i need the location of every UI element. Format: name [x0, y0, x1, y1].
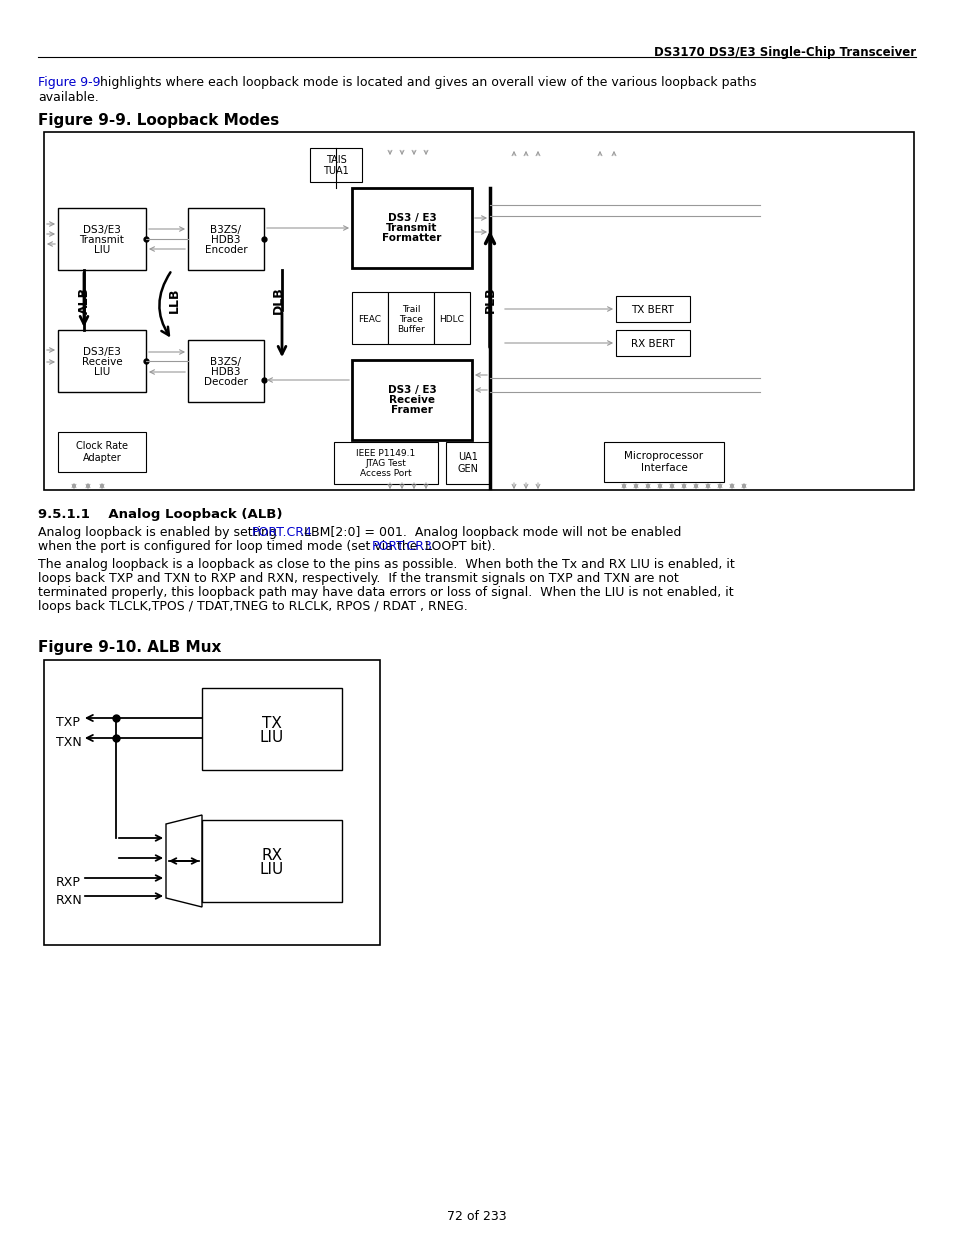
- Text: Transmit: Transmit: [386, 224, 437, 233]
- Text: B3ZS/: B3ZS/: [211, 225, 241, 235]
- Text: Adapter: Adapter: [83, 453, 121, 463]
- Text: Decoder: Decoder: [204, 377, 248, 387]
- Text: HDLC: HDLC: [439, 315, 464, 324]
- Text: available.: available.: [38, 91, 99, 104]
- Text: Clock Rate: Clock Rate: [76, 441, 128, 451]
- Bar: [352, 359, 472, 440]
- Bar: [388, 291, 434, 345]
- Bar: [188, 340, 264, 403]
- Text: Trail: Trail: [401, 305, 420, 314]
- Text: HDB3: HDB3: [211, 235, 240, 245]
- Text: Figure 9-9. Loopback Modes: Figure 9-9. Loopback Modes: [38, 112, 279, 128]
- Bar: [616, 296, 689, 322]
- Bar: [188, 207, 264, 270]
- Text: loops back TXP and TXN to RXP and RXN, respectively.  If the transmit signals on: loops back TXP and TXN to RXP and RXN, r…: [38, 572, 678, 585]
- Text: .LOOPT bit).: .LOOPT bit).: [420, 540, 496, 553]
- Text: HDB3: HDB3: [211, 367, 240, 377]
- Text: .LBM[2:0] = 001.  Analog loopback mode will not be enabled: .LBM[2:0] = 001. Analog loopback mode wi…: [299, 526, 680, 538]
- Text: RX BERT: RX BERT: [631, 338, 674, 350]
- Bar: [334, 442, 437, 484]
- Text: highlights where each loopback mode is located and gives an overall view of the : highlights where each loopback mode is l…: [96, 77, 756, 89]
- Text: 72 of 233: 72 of 233: [447, 1210, 506, 1223]
- Text: Formatter: Formatter: [382, 233, 441, 243]
- Text: Receive: Receive: [82, 357, 122, 367]
- Bar: [44, 132, 913, 490]
- Bar: [616, 330, 689, 356]
- Text: Interface: Interface: [640, 463, 687, 473]
- Text: RX: RX: [261, 847, 282, 862]
- Bar: [202, 688, 341, 769]
- Text: DS3/E3: DS3/E3: [83, 347, 121, 357]
- Text: IEEE P1149.1: IEEE P1149.1: [356, 450, 416, 458]
- Text: when the port is configured for loop timed mode (set via the: when the port is configured for loop tim…: [38, 540, 421, 553]
- Text: Transmit: Transmit: [79, 235, 124, 245]
- Bar: [352, 291, 388, 345]
- Text: DLB: DLB: [272, 287, 284, 314]
- Bar: [352, 188, 472, 268]
- Text: Trace: Trace: [398, 315, 422, 324]
- Text: UA1: UA1: [457, 452, 477, 462]
- Text: LIU: LIU: [259, 730, 284, 745]
- Text: TX BERT: TX BERT: [631, 305, 674, 315]
- Bar: [58, 330, 146, 391]
- Text: TUA1: TUA1: [323, 165, 349, 177]
- Text: DS3170 DS3/E3 Single-Chip Transceiver: DS3170 DS3/E3 Single-Chip Transceiver: [653, 46, 915, 59]
- Text: TXP: TXP: [56, 716, 80, 730]
- Text: LLB: LLB: [168, 288, 180, 312]
- Text: FEAC: FEAC: [358, 315, 381, 324]
- Text: Figure 9-10. ALB Mux: Figure 9-10. ALB Mux: [38, 640, 221, 655]
- Text: terminated properly, this loopback path may have data errors or loss of signal. : terminated properly, this loopback path …: [38, 585, 733, 599]
- Text: PORT.CR3: PORT.CR3: [372, 540, 433, 553]
- Text: The analog loopback is a loopback as close to the pins as possible.  When both t: The analog loopback is a loopback as clo…: [38, 558, 734, 571]
- Text: LIU: LIU: [93, 367, 110, 377]
- Text: Receive: Receive: [389, 395, 435, 405]
- Text: PORT.CR4: PORT.CR4: [252, 526, 313, 538]
- Text: LIU: LIU: [259, 862, 284, 877]
- Bar: [58, 207, 146, 270]
- Bar: [58, 432, 146, 472]
- Bar: [310, 148, 361, 182]
- Text: 9.5.1.1    Analog Loopback (ALB): 9.5.1.1 Analog Loopback (ALB): [38, 508, 282, 521]
- Text: LIU: LIU: [93, 245, 110, 254]
- Text: DS3/E3: DS3/E3: [83, 225, 121, 235]
- Text: Analog loopback is enabled by setting: Analog loopback is enabled by setting: [38, 526, 280, 538]
- Text: Encoder: Encoder: [205, 245, 247, 254]
- Text: JTAG Test: JTAG Test: [365, 459, 406, 468]
- Text: Framer: Framer: [391, 405, 433, 415]
- Text: Buffer: Buffer: [396, 325, 424, 333]
- Bar: [434, 291, 470, 345]
- Bar: [44, 659, 379, 945]
- Text: TX: TX: [262, 715, 282, 730]
- Text: DS3 / E3: DS3 / E3: [387, 385, 436, 395]
- Text: RXP: RXP: [56, 877, 81, 889]
- Text: Figure 9-9: Figure 9-9: [38, 77, 100, 89]
- Bar: [603, 442, 723, 482]
- Text: Access Port: Access Port: [360, 469, 412, 478]
- Text: ALB: ALB: [77, 287, 91, 314]
- Text: TAIS: TAIS: [325, 156, 346, 165]
- Text: GEN: GEN: [457, 464, 478, 474]
- Text: Microprocessor: Microprocessor: [624, 451, 702, 461]
- Text: B3ZS/: B3ZS/: [211, 357, 241, 367]
- Text: TXN: TXN: [56, 736, 82, 750]
- Text: loops back TLCLK,TPOS / TDAT,TNEG to RLCLK, RPOS / RDAT , RNEG.: loops back TLCLK,TPOS / TDAT,TNEG to RLC…: [38, 600, 467, 613]
- Bar: [446, 442, 490, 484]
- Text: PLB: PLB: [483, 287, 496, 314]
- Text: RXN: RXN: [56, 894, 83, 908]
- Bar: [202, 820, 341, 902]
- Text: DS3 / E3: DS3 / E3: [387, 212, 436, 224]
